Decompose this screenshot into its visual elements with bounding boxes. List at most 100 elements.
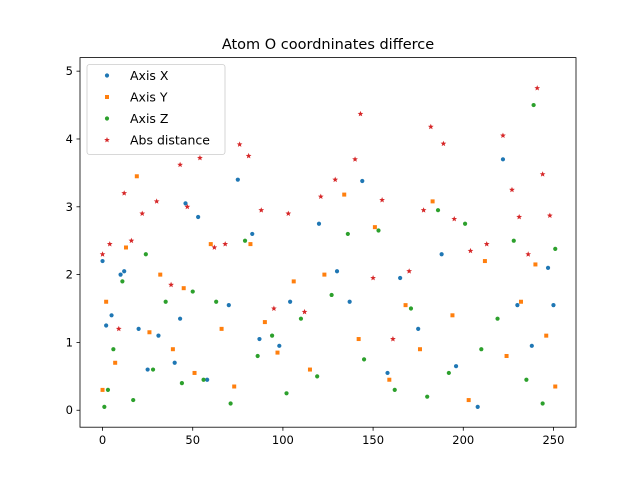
data-point bbox=[515, 303, 520, 308]
data-point bbox=[120, 279, 125, 284]
data-point bbox=[121, 190, 128, 196]
data-point bbox=[345, 231, 350, 237]
data-point bbox=[284, 391, 289, 396]
data-point bbox=[205, 377, 210, 382]
data-point bbox=[504, 353, 509, 358]
data-point bbox=[197, 154, 203, 161]
data-point bbox=[430, 199, 435, 204]
data-point bbox=[288, 299, 293, 304]
series-axis-z bbox=[102, 102, 558, 409]
data-point bbox=[228, 401, 233, 406]
data-point bbox=[269, 333, 275, 338]
legend-label: Axis X bbox=[130, 68, 169, 83]
y-tick-label: 0 bbox=[66, 403, 73, 417]
data-point bbox=[122, 269, 127, 274]
y-tick-label: 4 bbox=[66, 132, 73, 146]
legend-box bbox=[86, 64, 226, 155]
data-point bbox=[131, 397, 136, 403]
data-point bbox=[475, 404, 480, 409]
data-point bbox=[534, 85, 541, 91]
data-point bbox=[235, 177, 240, 182]
data-point bbox=[104, 323, 109, 328]
data-point bbox=[539, 171, 546, 177]
data-point bbox=[329, 292, 334, 298]
data-point bbox=[439, 252, 444, 257]
data-point bbox=[390, 336, 396, 342]
data-point bbox=[479, 347, 484, 352]
data-point bbox=[317, 193, 324, 200]
data-point bbox=[509, 186, 515, 193]
data-point bbox=[467, 247, 474, 254]
data-point bbox=[250, 231, 255, 237]
data-point bbox=[372, 225, 377, 230]
data-point bbox=[245, 152, 252, 159]
data-point bbox=[258, 207, 265, 213]
data-point bbox=[427, 123, 434, 130]
data-point bbox=[248, 242, 253, 247]
data-point bbox=[347, 299, 352, 304]
data-point bbox=[170, 347, 175, 352]
data-point bbox=[332, 176, 339, 183]
data-point bbox=[352, 156, 358, 162]
data-point bbox=[398, 275, 403, 281]
data-point bbox=[525, 251, 532, 257]
data-point bbox=[453, 364, 459, 369]
legend-label: Abs distance bbox=[130, 133, 210, 148]
data-point bbox=[529, 343, 534, 348]
data-point bbox=[156, 333, 161, 338]
series-abs-distance bbox=[99, 85, 553, 342]
data-point bbox=[136, 326, 141, 331]
data-point bbox=[134, 174, 139, 179]
legend-marker bbox=[104, 116, 110, 121]
data-point bbox=[334, 269, 340, 274]
data-point bbox=[106, 241, 113, 247]
data-point bbox=[232, 384, 237, 389]
y-tick-label: 2 bbox=[66, 268, 73, 282]
data-point bbox=[168, 281, 174, 288]
data-point bbox=[417, 347, 422, 352]
data-point bbox=[113, 360, 118, 365]
data-point bbox=[356, 337, 361, 342]
data-point bbox=[316, 221, 322, 226]
data-point bbox=[446, 370, 451, 376]
data-point bbox=[236, 141, 243, 147]
data-point bbox=[153, 198, 160, 204]
data-point bbox=[500, 157, 506, 162]
x-tick-label: 150 bbox=[362, 433, 384, 447]
legend-label: Axis Y bbox=[130, 90, 168, 105]
legend-marker bbox=[105, 95, 109, 99]
data-point bbox=[262, 320, 267, 325]
data-point bbox=[342, 192, 347, 197]
data-point bbox=[416, 326, 421, 331]
data-point bbox=[540, 401, 545, 406]
data-point bbox=[123, 245, 128, 250]
x-tick-label: 250 bbox=[542, 433, 564, 447]
data-point bbox=[376, 228, 381, 233]
y-tick-label: 3 bbox=[66, 200, 73, 214]
legend: Axis X Axis Y Axis Z Abs distance bbox=[86, 64, 226, 155]
data-point bbox=[196, 214, 201, 220]
data-point bbox=[420, 207, 427, 213]
series-axis-x bbox=[100, 157, 556, 409]
x-tick-label: 0 bbox=[99, 433, 106, 447]
data-point bbox=[111, 347, 116, 352]
data-point bbox=[466, 398, 471, 403]
data-point bbox=[516, 213, 523, 220]
data-point bbox=[551, 303, 556, 308]
data-point bbox=[214, 299, 219, 304]
data-point bbox=[118, 272, 123, 277]
data-point bbox=[100, 258, 105, 264]
data-point bbox=[211, 244, 218, 250]
data-point bbox=[553, 384, 558, 389]
data-point bbox=[99, 251, 106, 257]
data-point bbox=[177, 161, 183, 168]
data-point bbox=[192, 370, 197, 375]
y-axis: 0 1 2 3 4 5 bbox=[66, 64, 80, 417]
data-point bbox=[546, 212, 553, 219]
data-point bbox=[190, 289, 195, 294]
data-point bbox=[360, 178, 365, 184]
data-point bbox=[143, 252, 148, 257]
data-point bbox=[315, 374, 320, 379]
data-point bbox=[285, 210, 292, 217]
